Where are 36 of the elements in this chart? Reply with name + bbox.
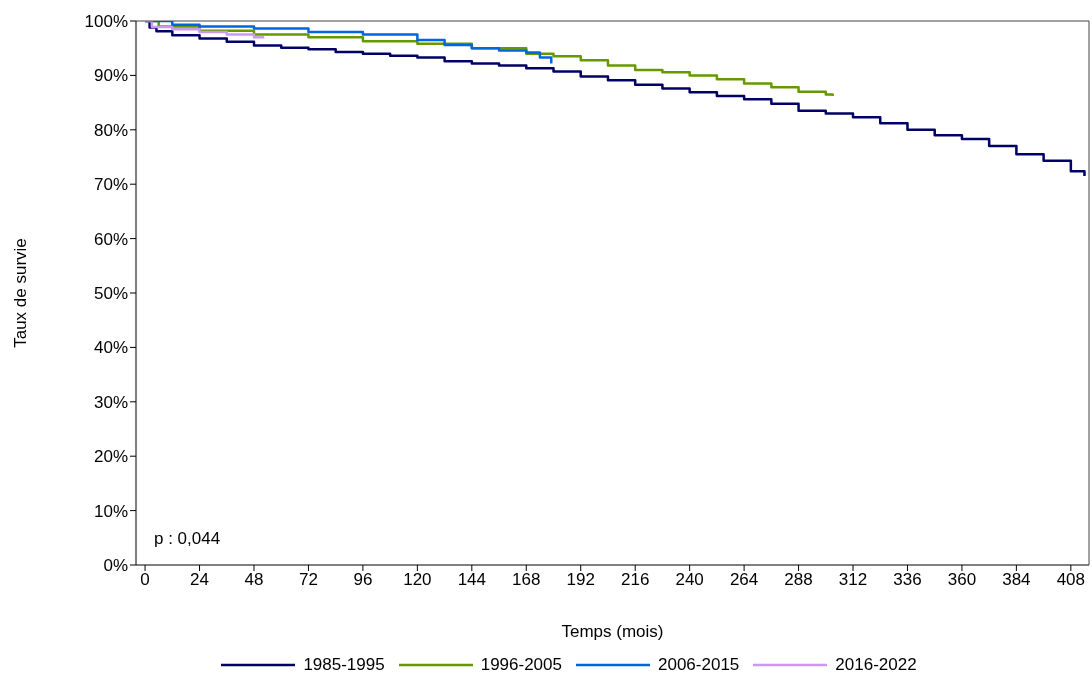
y-tick-label: 50% <box>93 284 128 304</box>
annotation: p : 0,044 <box>154 529 221 549</box>
x-tick-label: 216 <box>621 570 650 590</box>
x-tick-label: 72 <box>298 570 318 590</box>
legend-label: 2016-2022 <box>835 655 917 675</box>
y-tick-label: 80% <box>93 120 128 140</box>
legend-label: 2006-2015 <box>658 655 740 675</box>
x-tick-label: 0 <box>140 570 150 590</box>
x-tick-label: 240 <box>675 570 704 590</box>
x-tick-label: 168 <box>512 570 541 590</box>
x-tick-label: 192 <box>566 570 595 590</box>
y-tick-label: 10% <box>93 501 128 521</box>
x-tick-label: 408 <box>1056 570 1086 590</box>
y-tick-label: 20% <box>93 447 128 467</box>
x-tick-label: 336 <box>893 570 922 590</box>
x-tick-label: 48 <box>244 570 264 590</box>
x-tick-label: 96 <box>353 570 373 590</box>
y-tick-label: 30% <box>93 392 128 412</box>
legend-label: 1985-1995 <box>303 655 385 675</box>
x-axis-title: Temps (mois) <box>561 622 664 641</box>
x-tick-label: 24 <box>190 570 209 590</box>
x-tick-label: 288 <box>784 570 813 590</box>
x-tick-label: 264 <box>729 570 759 590</box>
x-tick-label: 384 <box>1002 570 1031 590</box>
y-tick-label: 70% <box>93 175 128 195</box>
y-tick-label: 40% <box>93 338 128 358</box>
legend-label: 1996-2005 <box>480 655 562 675</box>
x-tick-label: 144 <box>457 570 487 590</box>
y-tick-label: 100% <box>84 12 128 32</box>
y-tick-label: 60% <box>93 229 128 249</box>
y-tick-label: 0% <box>103 556 128 576</box>
x-tick-label: 360 <box>947 570 977 590</box>
x-tick-label: 120 <box>403 570 432 590</box>
x-tick-label: 312 <box>838 570 868 590</box>
y-axis-title: Taux de survie <box>11 238 31 348</box>
y-tick-label: 90% <box>93 66 128 86</box>
